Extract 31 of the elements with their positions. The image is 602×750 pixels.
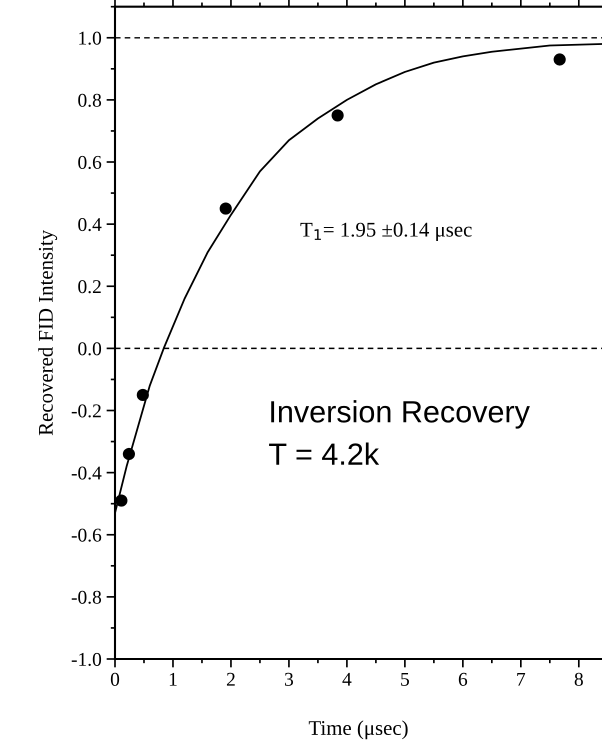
y-tick-label: -0.4: [72, 466, 102, 480]
x-tick-label: 8: [574, 672, 583, 686]
y-tick-label: -0.8: [72, 590, 102, 604]
y-tick-label: 0.0: [78, 342, 102, 356]
point: [554, 53, 566, 66]
y-tick-label: 0.2: [78, 280, 101, 294]
x-tick-label: 6: [458, 672, 468, 686]
x-tick-label: 3: [284, 672, 294, 686]
annotation: T$_{1}$= 1.95 ±0.14 μsec: [300, 222, 472, 241]
y-tick-label: -0.2: [72, 404, 101, 418]
x-tick-label: 5: [401, 672, 409, 686]
x-axis-title: Time (μsec): [308, 720, 408, 740]
y-tick-label: -1.0: [72, 652, 102, 666]
y-tick-label: 0.6: [78, 156, 102, 170]
y-axis-title: Recovered FID Intensity: [38, 230, 58, 436]
point: [122, 448, 135, 460]
annotation: Inversion Recovery: [271, 400, 530, 429]
point: [220, 202, 232, 215]
point: [332, 109, 344, 122]
x-tick-label: 2: [226, 672, 235, 686]
x-tick-label: 0: [110, 672, 120, 686]
point: [115, 494, 128, 507]
annotation: T = 4.2k: [269, 442, 380, 465]
x-tick-label: 4: [342, 672, 352, 686]
x-tick-label: 1: [170, 672, 177, 686]
y-tick-label: 0.4: [78, 218, 102, 232]
y-tick-label: 0.8: [78, 94, 102, 107]
x-tick-label: 7: [517, 672, 526, 686]
point: [136, 388, 149, 402]
y-tick-label: 1.0: [79, 32, 102, 45]
y-tick-label: -0.6: [72, 528, 102, 542]
